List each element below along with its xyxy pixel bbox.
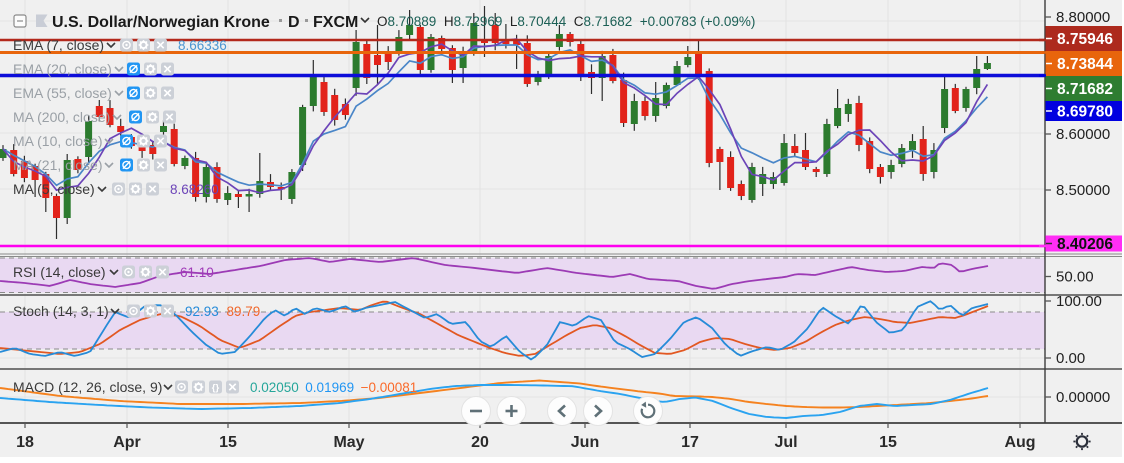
svg-text:50.00: 50.00 (1056, 269, 1094, 286)
svg-text:{}: {} (212, 382, 220, 393)
svg-text:MA (10, close): MA (10, close) (13, 133, 102, 149)
svg-text:15: 15 (879, 434, 897, 451)
svg-text:61.10: 61.10 (180, 265, 214, 280)
svg-text:EMA (7, close): EMA (7, close) (13, 37, 104, 53)
svg-text:Aug: Aug (1004, 434, 1035, 451)
svg-text:8.60000: 8.60000 (1056, 126, 1110, 143)
svg-text:8.40206: 8.40206 (1057, 236, 1113, 253)
svg-text:Stoch (14, 3, 1): Stoch (14, 3, 1) (13, 303, 109, 319)
svg-text:EMA (55, close): EMA (55, close) (13, 85, 112, 101)
svg-text:18: 18 (16, 434, 34, 451)
svg-text:8.73844: 8.73844 (1057, 56, 1113, 73)
svg-text:−0.00081: −0.00081 (361, 380, 418, 395)
svg-text:0.00000: 0.00000 (1056, 389, 1110, 406)
svg-text:MA (21, close): MA (21, close) (13, 157, 102, 173)
svg-text:8.75946: 8.75946 (1057, 31, 1113, 48)
svg-text:Apr: Apr (113, 434, 141, 451)
svg-text:MA (5, close): MA (5, close) (13, 181, 95, 197)
svg-text:100.00: 100.00 (1056, 293, 1102, 310)
svg-text:MA (200, close): MA (200, close) (13, 109, 110, 125)
svg-text:0.00: 0.00 (1056, 350, 1085, 367)
svg-text:D: D (288, 14, 300, 31)
svg-text:8.50000: 8.50000 (1056, 182, 1110, 199)
svg-text:O8.70889 H8.72969 L8.70444: O8.70889 H8.72969 L8.70444 C8.71682 +0.0… (377, 14, 755, 29)
svg-text:20: 20 (471, 434, 489, 451)
svg-text:May: May (333, 434, 364, 451)
svg-text:8.69780: 8.69780 (1057, 104, 1113, 121)
svg-text:8.66336: 8.66336 (178, 38, 227, 53)
svg-text:0.01969: 0.01969 (305, 380, 354, 395)
svg-text:15: 15 (219, 434, 237, 451)
svg-text:8.80000: 8.80000 (1056, 9, 1110, 26)
svg-text:92.93: 92.93 (185, 304, 219, 319)
svg-text:8.68260: 8.68260 (170, 182, 219, 197)
svg-text:17: 17 (681, 434, 699, 451)
svg-text:Jul: Jul (774, 434, 797, 451)
svg-text:RSI (14, close): RSI (14, close) (13, 264, 106, 280)
svg-text:8.71682: 8.71682 (1057, 81, 1113, 98)
svg-text:Jun: Jun (571, 434, 599, 451)
svg-text:EMA (20, close): EMA (20, close) (13, 61, 112, 77)
svg-text:0.02050: 0.02050 (250, 380, 299, 395)
svg-text:FXCM: FXCM (313, 14, 358, 31)
svg-text:U.S. Dollar/Norwegian Krone: U.S. Dollar/Norwegian Krone (52, 14, 270, 31)
svg-text:89.79: 89.79 (227, 304, 261, 319)
svg-text:MACD (12, 26, close, 9): MACD (12, 26, close, 9) (13, 379, 162, 395)
